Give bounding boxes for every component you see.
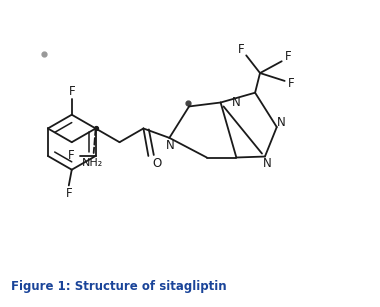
Text: N: N [232,96,241,109]
Text: Figure 1: Structure of sitagliptin: Figure 1: Structure of sitagliptin [11,280,227,293]
Text: F: F [288,77,295,90]
Text: F: F [65,187,72,200]
Text: NH₂: NH₂ [82,158,103,168]
Text: F: F [285,50,292,63]
Text: N: N [263,157,271,170]
Text: F: F [68,85,75,98]
Text: F: F [68,150,75,162]
Text: F: F [238,43,245,56]
Text: N: N [277,116,286,129]
Text: O: O [153,157,162,170]
Text: N: N [165,139,174,152]
